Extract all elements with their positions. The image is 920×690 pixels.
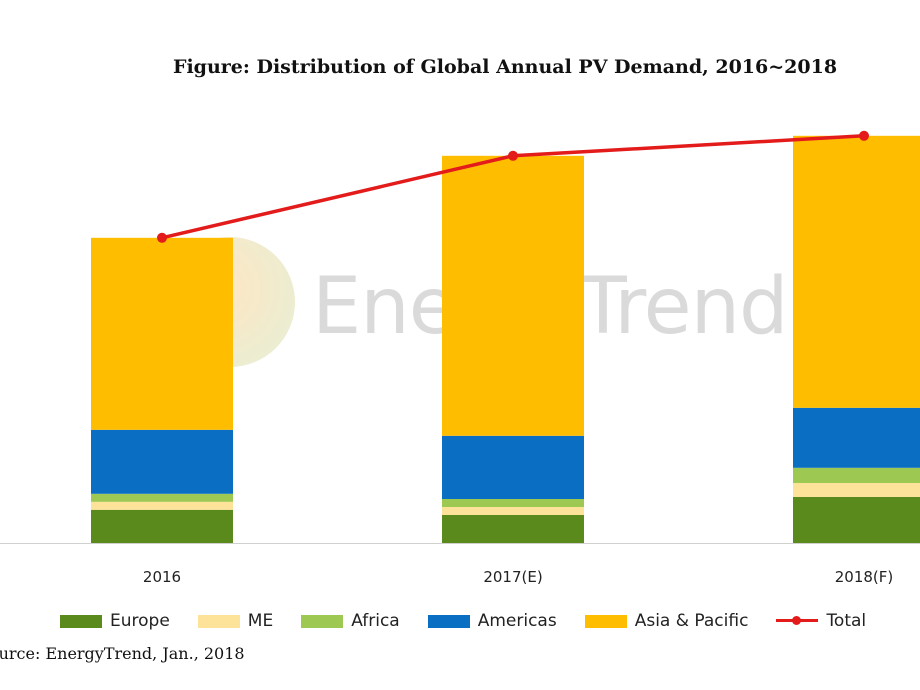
category-label: 2016 <box>143 568 181 586</box>
total-point <box>508 150 518 161</box>
legend-swatch <box>301 614 344 628</box>
legend-item: Asia & Pacific <box>584 611 749 631</box>
bar-segment-americas <box>442 435 584 499</box>
legend-label: Europe <box>110 611 170 631</box>
bar-segment-europe <box>91 509 233 543</box>
bar-segment-me <box>442 507 584 515</box>
legend-item-total: Total <box>776 611 866 631</box>
legend-label: Americas <box>477 611 557 631</box>
legend-label: Asia & Pacific <box>634 611 749 631</box>
bar-segment-asia-pacific <box>793 135 920 408</box>
bar-segment-africa <box>793 467 920 483</box>
legend-swatch <box>584 614 627 628</box>
legend-item: ME <box>197 611 274 631</box>
legend-label: ME <box>247 611 274 631</box>
legend-label: Total <box>826 611 867 631</box>
category-label: 2018(F) <box>835 568 894 586</box>
legend-swatch <box>197 614 240 628</box>
legend-swatch <box>427 614 470 628</box>
legend-swatch <box>60 614 102 628</box>
total-point <box>157 232 167 243</box>
legend-line-swatch <box>776 614 819 628</box>
bar-segment-africa <box>442 499 584 507</box>
chart-title: Figure: Distribution of Global Annual PV… <box>172 56 838 78</box>
bar-segment-americas <box>91 429 233 494</box>
total-point <box>859 130 869 141</box>
bar-segment-africa <box>91 493 233 502</box>
bar-segment-me <box>793 483 920 497</box>
source-note: Source: EnergyTrend, Jan., 2018 <box>0 644 245 663</box>
bar-segment-europe <box>793 497 920 543</box>
legend-label: Africa <box>351 611 400 631</box>
legend-item: Africa <box>301 611 400 631</box>
legend-item: Europe <box>60 611 170 631</box>
legend-item: Americas <box>427 611 557 631</box>
bar-segment-asia-pacific <box>91 237 233 430</box>
bar-segment-asia-pacific <box>442 155 584 436</box>
chart-plot: 2016 2017(E) 2018(F) <box>0 130 920 586</box>
category-label: 2017(E) <box>483 568 542 586</box>
bar-segment-europe <box>442 515 584 543</box>
bar-segment-americas <box>793 407 920 468</box>
legend: Europe ME Africa Americas Asia & Pacific Tota… <box>60 611 894 631</box>
bar-segment-me <box>91 501 233 510</box>
